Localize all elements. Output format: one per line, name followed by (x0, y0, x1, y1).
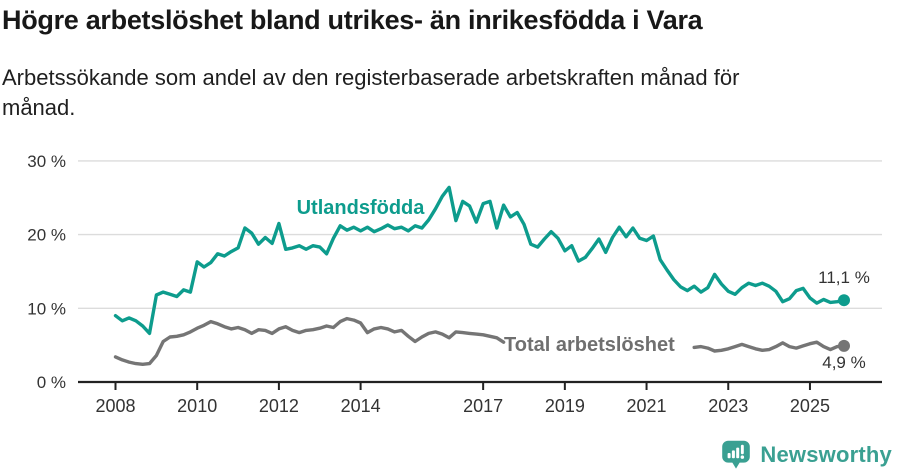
series-label-utlandsfodda: Utlandsfödda (296, 197, 425, 219)
series-line-utlandsfodda (113, 185, 846, 336)
exclamation-stem (741, 444, 745, 454)
y-axis-tick-label: 0 % (37, 373, 66, 392)
y-axis-tick-label: 30 % (27, 152, 66, 171)
y-axis-tick-label: 20 % (27, 226, 66, 245)
series-end-dot-total (837, 339, 850, 352)
series-label-total-arbetsloshet: Total arbetslöshet (504, 334, 675, 356)
line-chart: 0 % 10 % 20 % 30 % 2008 2010 2012 2014 2017 2019 2… (0, 140, 900, 440)
x-axis-tick-label: 2010 (177, 396, 217, 416)
x-axis-tick-label: 2021 (627, 396, 667, 416)
x-axis-tick-label: 2019 (545, 396, 585, 416)
newsworthy-logo[interactable]: Newsworthy (721, 439, 892, 471)
newsworthy-wordmark: Newsworthy (760, 442, 892, 467)
y-axis-tick-label: 10 % (27, 299, 66, 318)
newsworthy-pin-icon (722, 440, 751, 469)
plot-area: 0 % 10 % 20 % 30 % 2008 2010 2012 2014 2017 2019 2… (27, 152, 882, 416)
end-value-label-utlandsfodda: 11,1 % (818, 268, 870, 287)
x-axis-tick-label: 2008 (95, 396, 135, 416)
series-end-dot-utlandsfodda (837, 294, 850, 307)
exclamation-dot (741, 454, 745, 459)
x-axis-tick-label: 2017 (463, 396, 503, 416)
x-axis-tick-label: 2012 (259, 396, 299, 416)
x-axis-tick-label: 2023 (708, 396, 748, 416)
series-line-total (113, 316, 846, 366)
chart-title: Högre arbetslöshet bland utrikes- än inr… (2, 5, 703, 35)
chart-subtitle: Arbetssökande som andel av den registerb… (2, 65, 740, 120)
x-axis-tick-label: 2014 (341, 396, 381, 416)
end-value-label-total: 4,9 % (822, 353, 866, 372)
bar-chart-glyph (728, 444, 745, 459)
x-axis-tick-label: 2025 (790, 396, 830, 416)
